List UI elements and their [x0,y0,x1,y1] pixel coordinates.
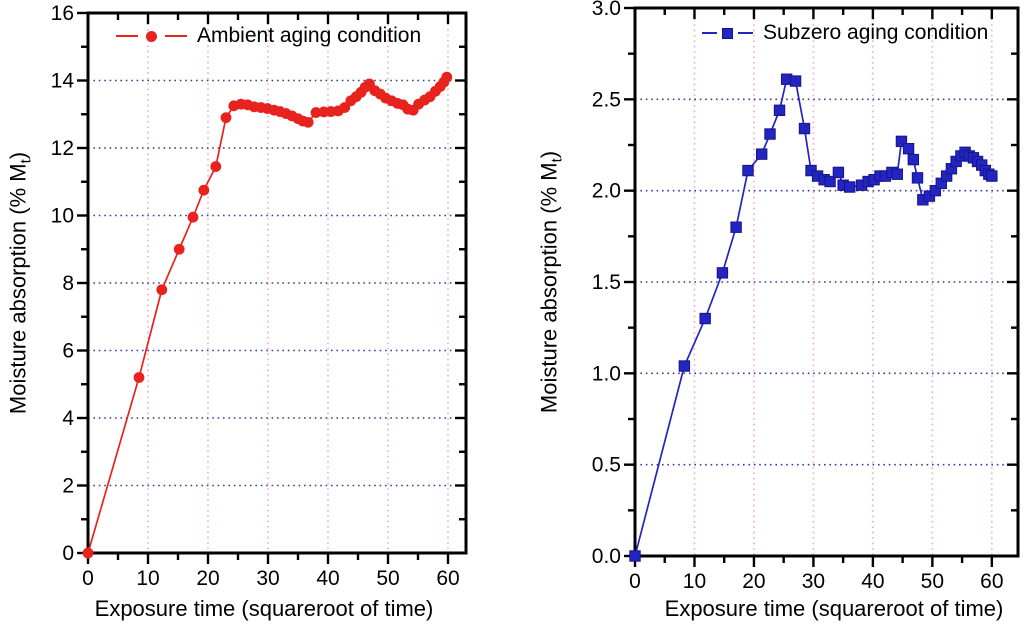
data-point-marker [764,128,776,140]
x-tick-label: 0 [82,567,94,590]
plot-subzero: 0 10 20 30 40 50 60 0.0 0.5 1.0 1.5 2.0 2.5 3.0 [592,0,1020,593]
x-tick-label: 30 [802,570,825,593]
y-tick-label: 0.0 [592,545,621,568]
x-tick-label: 60 [980,570,1003,593]
y-axis-label-text: ) [536,150,562,159]
data-point-marker [895,135,908,148]
x-tick-label: 30 [256,567,279,590]
legend-line-dash [702,32,717,34]
y-tick-label: 3.0 [592,0,621,20]
x-tick-label: 0 [629,570,641,593]
x-tick-label: 10 [136,567,159,590]
legend-square-marker-icon [722,27,733,39]
y-tick-label: 12 [51,137,74,160]
x-tick-label: 10 [683,570,706,593]
y-tick-label: 1.0 [592,362,621,385]
data-point-marker [629,550,641,562]
y-axis-label-text: Moisture absorption (% M [536,162,562,414]
data-point-marker [678,360,691,372]
gridlines [635,8,1018,556]
data-point-marker [441,71,453,83]
data-point-marker [220,112,232,124]
y-axis-label-text: Moisture absorption (% M [5,163,31,415]
data-point-marker [716,267,729,279]
data-point-marker [891,168,903,180]
data-point-marker [902,142,915,155]
y-axis-label-subzero: Moisture absorption (% Mt) [537,151,566,413]
tick-labels: 0 10 20 30 40 50 60 0 2 4 6 8 10 12 14 16 [51,2,460,590]
data-point-marker [789,75,802,87]
data-point-marker [773,104,786,116]
y-axis-label-text: ) [5,151,31,160]
plot-ambient: 0 10 20 30 40 50 60 0 2 4 6 8 10 12 14 16 [51,2,468,590]
data-point-marker [310,107,322,118]
ticks [624,6,1018,567]
data-point-marker [798,122,811,135]
data-point-marker [755,148,768,160]
data-point-marker [742,164,754,177]
x-tick-label: 20 [742,570,765,593]
y-axis-label-subscript: t [17,159,35,164]
data-point-marker [699,312,711,325]
y-tick-label: 4 [62,407,74,430]
x-tick-label: 60 [436,567,459,590]
data-point-marker [832,166,845,179]
y-tick-label: 0.5 [592,454,621,477]
data-point-marker [210,161,222,172]
data-point-marker [929,184,942,197]
data-point-marker [187,211,199,223]
data-point-marker [907,153,920,166]
data-point-marker [843,181,856,193]
data-point-marker [730,221,742,233]
data-point-marker [156,284,168,296]
tick-labels: 0 10 20 30 40 50 60 0.0 0.5 1.0 1.5 2.0 2.5 3.0 [592,0,1004,593]
y-tick-label: 14 [51,70,75,93]
legend-line-dash [165,35,187,37]
x-axis-label-subzero: Exposure time (squareroot of time) [664,596,1004,621]
ticks [77,11,466,564]
y-tick-label: 2 [62,475,74,498]
legend-label-subzero: Subzero aging condition [763,21,989,44]
legend-label-ambient: Ambient aging condition [197,24,422,47]
data-point-marker [986,170,998,182]
y-tick-label: 6 [62,340,74,363]
data-point-marker [198,184,210,196]
y-axis-label-ambient: Moisture absorption (% Mt) [6,152,35,414]
legend-line-dash [116,35,138,37]
legend-circle-marker-icon [146,30,157,42]
gridlines [88,13,466,553]
legend-ambient: Ambient aging condition [116,24,422,47]
series-markers-ambient [82,71,453,559]
y-tick-label: 1.5 [592,271,621,294]
x-tick-label: 50 [376,567,399,590]
x-tick-label: 40 [316,567,339,590]
y-tick-label: 8 [62,272,74,295]
legend-line-dash [738,32,753,34]
data-point-marker [173,243,185,255]
data-point-marker [82,547,94,559]
y-axis-label-subscript: t [548,158,566,163]
data-point-marker [302,116,314,128]
y-tick-label: 2.5 [592,88,621,111]
x-tick-label: 50 [921,570,944,593]
series-markers-subzero [629,73,998,562]
x-tick-label: 40 [861,570,884,593]
legend-subzero: Subzero aging condition [702,21,989,44]
data-point-marker [911,172,924,184]
data-point-marker [824,175,836,188]
y-tick-label: 2.0 [592,180,621,203]
y-tick-label: 0 [62,542,74,565]
x-axis-label-ambient: Exposure time (squareroot of time) [94,596,434,621]
data-point-marker [133,372,145,383]
y-tick-label: 10 [51,205,74,228]
y-tick-label: 16 [51,2,74,25]
x-tick-label: 20 [196,567,219,590]
